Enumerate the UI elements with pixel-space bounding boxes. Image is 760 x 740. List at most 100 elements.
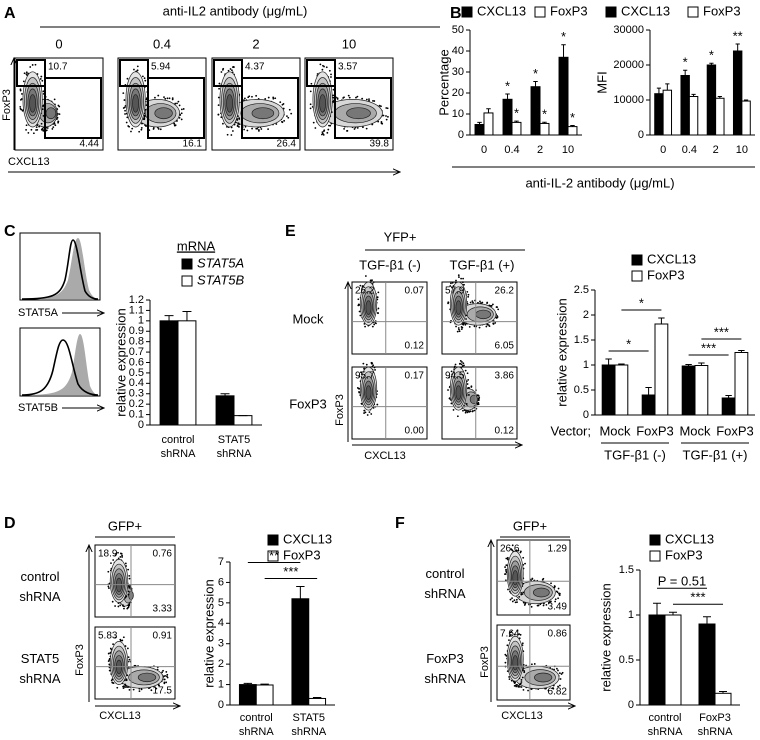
- flow-event: [521, 593, 524, 595]
- flow-event: [515, 683, 518, 686]
- flow-event: [286, 115, 288, 118]
- bar: [511, 121, 522, 136]
- flow-event: [221, 69, 224, 71]
- flow-event: [231, 69, 233, 72]
- flow-event: [560, 673, 563, 675]
- gate: [44, 77, 102, 139]
- flow-event: [466, 290, 469, 293]
- flow-event: [520, 592, 523, 594]
- flow-event: [497, 308, 500, 311]
- y-tick-label: 0.9: [129, 325, 144, 337]
- x-tick-label: Mock: [679, 423, 711, 438]
- y-tick-label: 0.6: [129, 356, 144, 368]
- flow-event: [171, 98, 174, 101]
- gate: [306, 59, 336, 87]
- histogram-label: STAT5A: [18, 307, 59, 319]
- row-label: FoxP3 shRNA: [424, 651, 466, 686]
- flow-event: [365, 98, 368, 101]
- flow-event: [557, 587, 560, 590]
- flow-header: GFP+: [513, 518, 547, 533]
- flow-event: [57, 121, 59, 124]
- flow-event: [314, 127, 317, 129]
- flow-contour: [447, 274, 500, 333]
- legend-label: STAT5A: [197, 255, 244, 270]
- y-tick-label: 0: [638, 129, 644, 141]
- error-bar: [570, 125, 575, 127]
- row-label: Mock: [292, 311, 324, 326]
- flow-event: [136, 65, 139, 68]
- bar: [483, 112, 494, 136]
- y-tick-label: 40: [452, 45, 464, 57]
- legend-label: CXCL13: [621, 3, 670, 18]
- flow-event: [163, 678, 166, 681]
- legend-swatch: [181, 275, 193, 287]
- flow-event: [108, 587, 110, 589]
- flow-event: [519, 633, 522, 636]
- quadrant-value: 0.17: [405, 371, 425, 382]
- flow-event: [279, 101, 282, 104]
- flow-event: [363, 409, 366, 412]
- flow-event: [327, 128, 330, 131]
- flow-event: [520, 593, 523, 596]
- flow-event: [463, 283, 465, 286]
- gate-value: 39.8: [370, 139, 390, 150]
- y-tick-label: 1.5: [574, 334, 589, 346]
- flow-event: [466, 411, 469, 414]
- bar: [233, 415, 253, 426]
- flow-event: [312, 121, 315, 124]
- flow-event: [550, 582, 552, 585]
- flow-event: [368, 98, 370, 101]
- flow-event: [541, 578, 544, 581]
- gate: [16, 59, 46, 87]
- flow-event: [466, 383, 469, 385]
- flow-event: [127, 656, 130, 659]
- flow-event: [451, 281, 454, 284]
- error-bar: [658, 317, 665, 324]
- legend-swatch: [631, 270, 643, 282]
- flow-event: [372, 100, 374, 102]
- flow-event: [321, 132, 324, 135]
- flow-event: [550, 600, 552, 603]
- flow-event: [356, 95, 359, 98]
- flow-event: [385, 115, 387, 117]
- y-tick-label: 7: [218, 556, 224, 568]
- error-bar: [719, 691, 727, 694]
- flow-event: [19, 107, 22, 110]
- flow-event: [508, 676, 511, 678]
- flow-level: [132, 94, 140, 113]
- x-tick-label: control shRNA: [239, 712, 275, 738]
- error-bar: [709, 62, 714, 65]
- flow-event: [114, 636, 117, 639]
- axis-label: FoxP3: [74, 644, 86, 676]
- flow-event: [523, 670, 526, 672]
- comparison-label: *: [639, 295, 644, 310]
- flow-event: [462, 409, 464, 412]
- flow-event: [377, 120, 380, 123]
- flow-level: [475, 309, 492, 320]
- y-axis-label: Percentage: [436, 49, 451, 116]
- flow-event: [332, 100, 335, 103]
- flow-event: [244, 97, 246, 100]
- flow-event: [386, 107, 389, 110]
- quadrant-value: 0.12: [405, 341, 425, 352]
- flow-event: [515, 598, 518, 601]
- flow-event: [122, 636, 125, 639]
- y-tick-label: 1.2: [129, 294, 144, 306]
- flow-event: [34, 63, 37, 66]
- axis-label: FoxP3: [1, 89, 13, 121]
- flow-event: [121, 554, 123, 557]
- flow-event: [330, 76, 332, 78]
- flow-event: [27, 131, 30, 134]
- dose-label: 2: [252, 36, 259, 51]
- flow-event: [554, 598, 557, 601]
- flow-event: [509, 598, 512, 601]
- flow-event: [19, 106, 22, 108]
- flow-event: [122, 604, 124, 607]
- gate: [147, 77, 205, 139]
- gate-value: 4.44: [80, 139, 100, 150]
- panel-label: D: [4, 515, 16, 532]
- flow-event: [371, 365, 374, 368]
- flow-event: [547, 689, 550, 692]
- flow-event: [521, 642, 524, 645]
- flow-contour: [356, 361, 379, 416]
